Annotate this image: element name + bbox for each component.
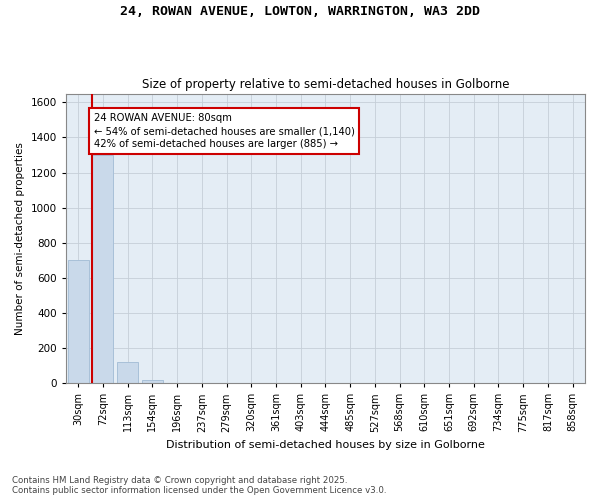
Bar xyxy=(142,380,163,383)
Title: Size of property relative to semi-detached houses in Golborne: Size of property relative to semi-detach… xyxy=(142,78,509,91)
Y-axis label: Number of semi-detached properties: Number of semi-detached properties xyxy=(15,142,25,335)
Text: 24 ROWAN AVENUE: 80sqm
← 54% of semi-detached houses are smaller (1,140)
42% of : 24 ROWAN AVENUE: 80sqm ← 54% of semi-det… xyxy=(94,113,355,150)
Bar xyxy=(92,155,113,383)
X-axis label: Distribution of semi-detached houses by size in Golborne: Distribution of semi-detached houses by … xyxy=(166,440,485,450)
Bar xyxy=(68,260,89,383)
Text: Contains HM Land Registry data © Crown copyright and database right 2025.
Contai: Contains HM Land Registry data © Crown c… xyxy=(12,476,386,495)
Bar xyxy=(117,362,138,383)
Text: 24, ROWAN AVENUE, LOWTON, WARRINGTON, WA3 2DD: 24, ROWAN AVENUE, LOWTON, WARRINGTON, WA… xyxy=(120,5,480,18)
